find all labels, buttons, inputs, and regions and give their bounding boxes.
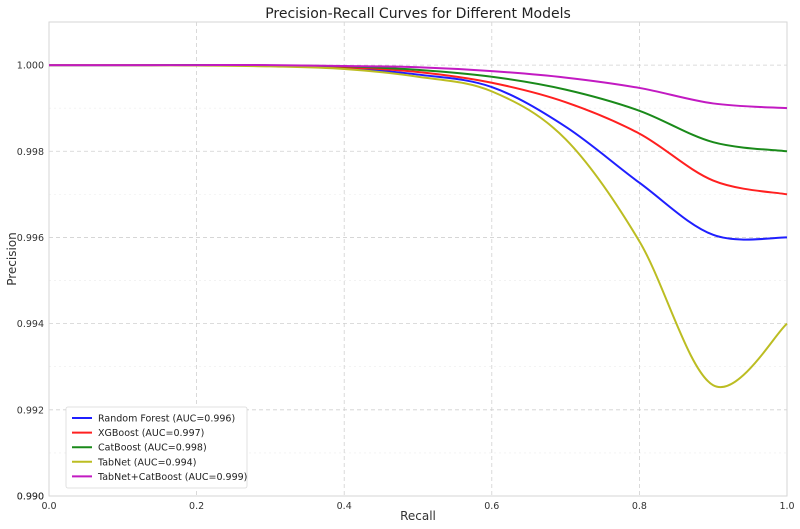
legend-label: TabNet (AUC=0.994) <box>97 457 196 468</box>
y-axis-label: Precision <box>5 232 19 286</box>
x-tick-label: 0.0 <box>41 501 56 512</box>
y-tick-label: 0.998 <box>17 147 44 158</box>
plot-frame <box>48 21 788 497</box>
legend-label: XGBoost (AUC=0.997) <box>98 428 204 439</box>
x-tick-label: 0.6 <box>484 501 499 512</box>
x-tick-label: 0.4 <box>337 501 352 512</box>
series-line <box>48 64 788 241</box>
y-tick-label: 0.992 <box>17 405 44 416</box>
y-tick-label: 0.990 <box>17 492 44 503</box>
x-tick-label: 0.8 <box>632 501 647 512</box>
legend: Random Forest (AUC=0.996) XGBoost (AUC=0.… <box>65 406 248 489</box>
x-tick-label: 1.0 <box>779 501 794 512</box>
y-tick-label: 0.996 <box>17 233 44 244</box>
legend-label: Random Forest (AUC=0.996) <box>98 414 235 425</box>
series-line <box>48 64 788 110</box>
chart-title: Precision-Recall Curves for Different Mo… <box>265 6 571 22</box>
y-tick-label: 1.000 <box>17 61 44 72</box>
series-line <box>48 64 788 196</box>
series-line <box>48 64 788 389</box>
x-axis-label: Recall <box>400 509 436 523</box>
y-tick-label: 0.994 <box>17 319 44 330</box>
legend-label: TabNet+CatBoost (AUC=0.999) <box>97 472 247 483</box>
y-tick-label: 0.990 <box>17 492 44 503</box>
legend-box <box>65 406 248 489</box>
legend-label: CatBoost (AUC=0.998) <box>98 443 207 454</box>
x-tick-label: 0.2 <box>189 501 204 512</box>
curves <box>48 64 788 389</box>
